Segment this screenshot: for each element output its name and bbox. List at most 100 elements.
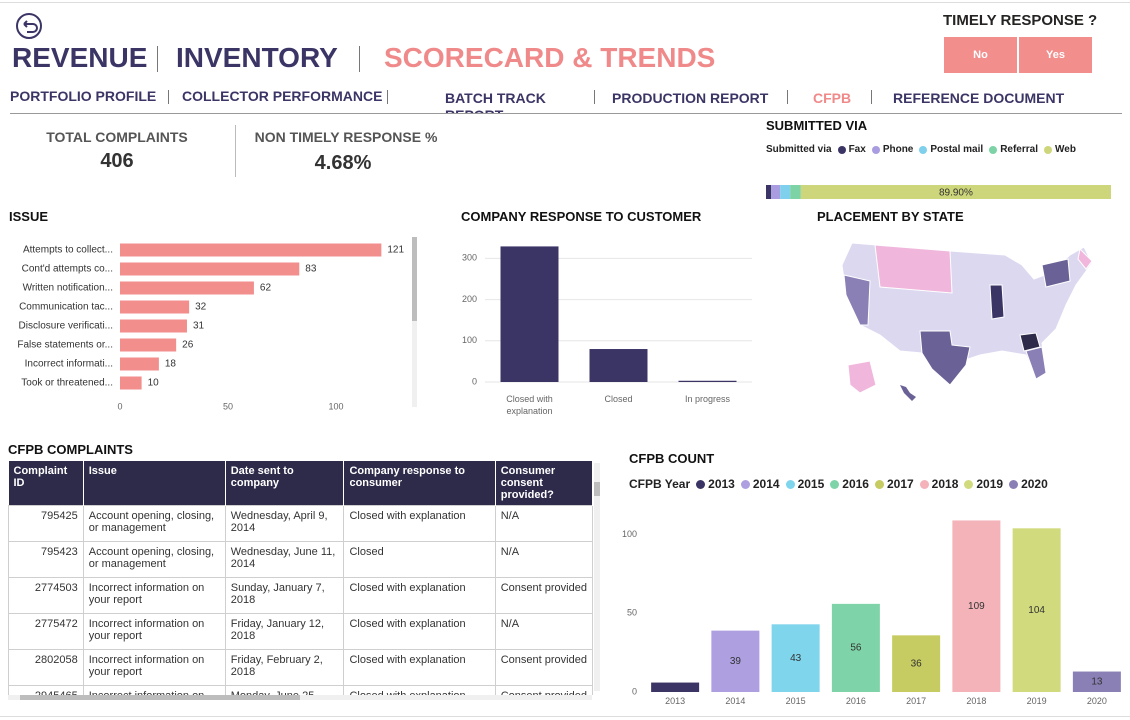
back-button[interactable] <box>15 12 43 40</box>
nav-scorecard[interactable]: SCORECARD & TRENDS <box>384 42 716 73</box>
table-cell: 795425 <box>8 505 84 542</box>
legend-swatch <box>696 479 706 489</box>
subnav-item-active[interactable]: CFPB <box>813 90 852 106</box>
legend-item: Postal mail <box>919 144 983 155</box>
kpi-label: NON TIMELY RESPONSE % <box>254 129 438 145</box>
legend-label: 2019 <box>976 477 1004 491</box>
data-label: 18 <box>165 359 177 370</box>
legend: CFPB Year 2013 2014 2015 2016 2017 2018 2019 202… <box>629 477 1048 491</box>
table-cell: 2775472 <box>8 613 84 650</box>
bar <box>120 319 187 333</box>
data-label: 32 <box>195 302 207 313</box>
table-cell: N/A <box>494 505 593 542</box>
table-viewport: Complaint ID Issue Date sent to company Com… <box>8 461 593 695</box>
bar <box>1072 671 1121 692</box>
legend-item: Fax <box>837 144 866 155</box>
scrollbar-thumb[interactable] <box>20 695 300 700</box>
bar <box>120 262 300 276</box>
subnav-item[interactable]: BATCH TRACK REPORT <box>445 90 546 113</box>
section-title: ISSUE <box>9 209 49 224</box>
legend-item: 2018 <box>919 477 959 491</box>
bar-segment <box>771 185 781 199</box>
legend-swatch <box>919 479 929 489</box>
bar-segment <box>790 185 801 199</box>
legend-item: 2016 <box>830 477 869 491</box>
table-cell: Closed with explanation <box>343 505 496 542</box>
table-cell: Closed with explanation <box>343 685 496 695</box>
bar <box>589 349 648 382</box>
legend-swatch <box>740 479 750 489</box>
table-row: 2945465Incorrect information on your rep… <box>8 685 593 695</box>
kpi-divider <box>235 125 236 177</box>
legend-swatch <box>1009 479 1019 489</box>
legend-item: Web <box>1044 144 1076 155</box>
nav-separator <box>871 90 872 104</box>
scrollbar-track <box>594 463 600 691</box>
data-label: 31 <box>193 321 205 332</box>
y-tick-label: Attempts to collect... <box>23 245 113 256</box>
data-label: 121 <box>387 245 404 256</box>
table-cell: Closed with explanation <box>343 649 496 686</box>
y-tick-label: 0 <box>632 686 637 696</box>
legend-swatch <box>964 479 974 489</box>
filter-button[interactable]: No <box>944 37 1017 73</box>
legend-swatch <box>785 479 795 489</box>
nav-inventory[interactable]: INVENTORY <box>176 42 338 73</box>
bar-segment <box>766 185 772 199</box>
legend-label: 2014 <box>752 477 780 491</box>
table-cell: N/A <box>494 541 593 578</box>
table-cell: Wednesday, June 11, 2014 <box>224 541 345 578</box>
legend-label: 2017 <box>886 477 914 491</box>
bar <box>120 300 190 314</box>
legend-title: CFPB Year <box>629 477 691 491</box>
data-label: 62 <box>260 283 272 294</box>
legend-item: 2014 <box>740 477 780 491</box>
legend-label: 2018 <box>931 477 959 491</box>
kpi-value: 4.68% <box>314 152 372 174</box>
section-title: CFPB COUNT <box>629 451 715 466</box>
header-row: Complaint ID Issue Date sent to company Com… <box>8 461 593 506</box>
nav-underline <box>10 113 1122 114</box>
legend-item: 2013 <box>696 477 735 491</box>
legend-swatch <box>989 145 998 154</box>
scrollbar-thumb[interactable] <box>594 482 600 496</box>
nav-separator <box>168 90 169 104</box>
timely-title: TIMELY RESPONSE ? <box>943 12 1098 29</box>
bar-segment <box>800 185 1111 199</box>
count-chart: 0 50 100 39 43 56 36 109 104 13 <box>622 520 1121 696</box>
subnav-item[interactable]: COLLECTOR PERFORMANCE <box>182 88 383 104</box>
x-tick-label: 2014 <box>725 696 746 706</box>
table-cell: Incorrect information on your report <box>82 685 226 695</box>
response-chart: 0 100 200 300 <box>462 246 752 385</box>
bar <box>120 243 382 257</box>
kpi-label: TOTAL COMPLAINTS <box>46 129 188 145</box>
y-tick-label: False statements or... <box>17 340 113 351</box>
legend-swatch <box>919 145 928 154</box>
stacked-bar-chart: 89.90% <box>766 185 1111 199</box>
legend-item: Referral <box>989 144 1038 155</box>
table-cell: Wednesday, April 9, 2014 <box>224 505 345 542</box>
filter-button[interactable]: Yes <box>1019 37 1092 73</box>
scrollbar-thumb[interactable] <box>412 237 417 321</box>
nav-separator <box>594 90 595 104</box>
bar <box>952 520 1001 692</box>
table-cell: Incorrect information on your report <box>82 613 226 650</box>
column-header: Date sent to company <box>225 461 345 506</box>
nav-revenue[interactable]: REVENUE <box>12 42 148 73</box>
y-tick-label: Cont'd attempts co... <box>22 264 113 275</box>
subnav-item[interactable]: PRODUCTION REPORT <box>612 90 769 106</box>
bar <box>120 357 159 371</box>
table-cell: Sunday, January 7, 2018 <box>224 577 345 614</box>
x-tick-label: 2015 <box>785 696 806 706</box>
subnav-item[interactable]: PORTFOLIO PROFILE <box>10 88 157 104</box>
legend-item: 2019 <box>964 477 1003 491</box>
x-tick-label: 2019 <box>1026 696 1047 706</box>
top-border <box>0 2 1130 3</box>
bar <box>678 380 737 382</box>
table-cell: Friday, February 2, 2018 <box>224 649 345 686</box>
legend-swatch <box>874 479 884 489</box>
subnav-item[interactable]: REFERENCE DOCUMENT <box>893 90 1065 106</box>
y-tick-label: 100 <box>622 529 637 539</box>
nav-separator <box>387 90 388 104</box>
